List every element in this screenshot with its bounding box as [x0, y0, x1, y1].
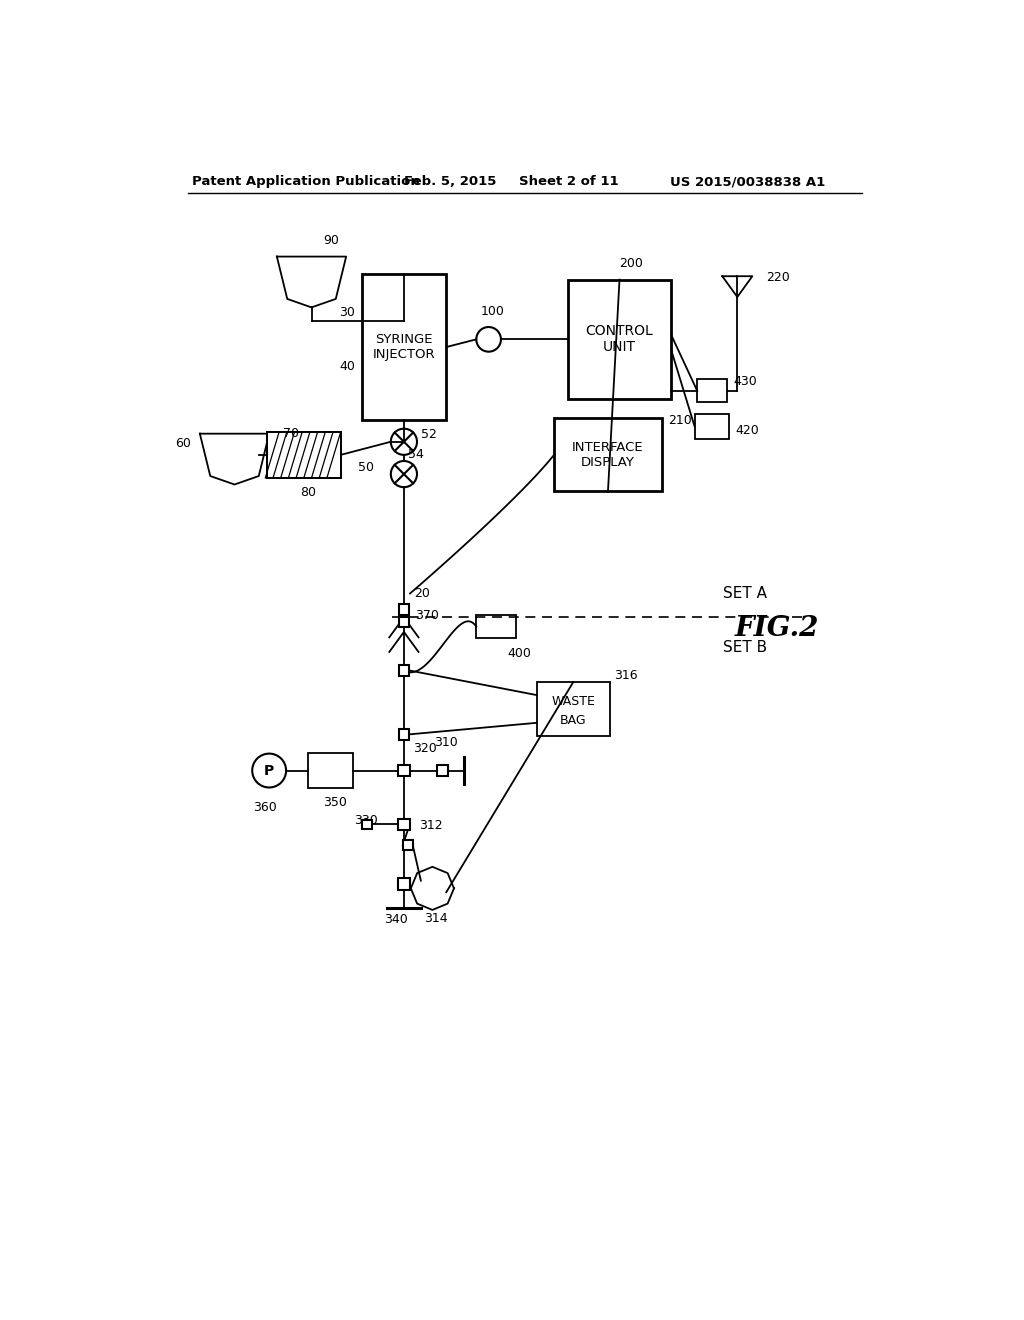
Text: 60: 60: [175, 437, 190, 450]
Text: 54: 54: [408, 449, 424, 462]
Bar: [362, 820, 372, 829]
Bar: [402, 841, 413, 850]
Bar: [567, 280, 672, 399]
Text: 80: 80: [300, 486, 315, 499]
Text: 70: 70: [283, 426, 299, 440]
Text: 320: 320: [413, 742, 437, 755]
Text: 316: 316: [614, 669, 638, 682]
Text: SYRINGE
INJECTOR: SYRINGE INJECTOR: [373, 333, 435, 362]
Text: 370: 370: [416, 609, 439, 622]
Text: US 2015/0038838 A1: US 2015/0038838 A1: [670, 176, 824, 189]
Text: 430: 430: [733, 375, 757, 388]
Bar: [398, 605, 410, 615]
Text: 90: 90: [323, 235, 339, 247]
Text: 312: 312: [419, 820, 443, 833]
Bar: [398, 764, 410, 776]
Text: CONTROL
UNIT: CONTROL UNIT: [586, 325, 653, 355]
Bar: [398, 878, 410, 890]
Bar: [554, 418, 662, 491]
Bar: [267, 432, 341, 478]
Bar: [398, 729, 410, 739]
Bar: [694, 414, 729, 438]
Text: 40: 40: [340, 360, 355, 372]
Bar: [476, 615, 516, 638]
Text: FIG.2: FIG.2: [735, 615, 819, 642]
Text: Sheet 2 of 11: Sheet 2 of 11: [519, 176, 620, 189]
Text: 400: 400: [508, 647, 531, 660]
Polygon shape: [200, 434, 269, 484]
Bar: [437, 766, 447, 776]
Bar: [267, 432, 341, 478]
Text: 210: 210: [668, 414, 692, 428]
Text: 350: 350: [323, 796, 346, 809]
Bar: [308, 754, 353, 788]
Bar: [398, 665, 410, 676]
Text: SET A: SET A: [724, 586, 767, 601]
Text: 30: 30: [340, 306, 355, 319]
Text: 310: 310: [434, 737, 458, 748]
Text: 220: 220: [767, 271, 791, 284]
Text: 360: 360: [253, 801, 278, 814]
Text: SET B: SET B: [724, 640, 768, 655]
Text: 330: 330: [354, 814, 378, 828]
Text: 20: 20: [414, 587, 430, 601]
Text: WASTE: WASTE: [551, 694, 595, 708]
Polygon shape: [276, 256, 346, 308]
Bar: [361, 275, 446, 420]
Text: Patent Application Publication: Patent Application Publication: [193, 176, 420, 189]
Bar: [537, 682, 610, 737]
Text: 314: 314: [424, 912, 449, 925]
Text: 420: 420: [735, 424, 759, 437]
Text: BAG: BAG: [560, 714, 587, 727]
Text: P: P: [264, 763, 274, 777]
Bar: [697, 379, 727, 403]
Text: 340: 340: [384, 913, 409, 927]
Text: 50: 50: [357, 462, 374, 474]
Text: Feb. 5, 2015: Feb. 5, 2015: [403, 176, 497, 189]
Text: 100: 100: [480, 305, 505, 318]
Bar: [398, 818, 410, 830]
Text: INTERFACE
DISPLAY: INTERFACE DISPLAY: [572, 441, 644, 469]
Text: 200: 200: [620, 257, 643, 271]
Bar: [398, 616, 410, 627]
Text: 52: 52: [421, 428, 436, 441]
